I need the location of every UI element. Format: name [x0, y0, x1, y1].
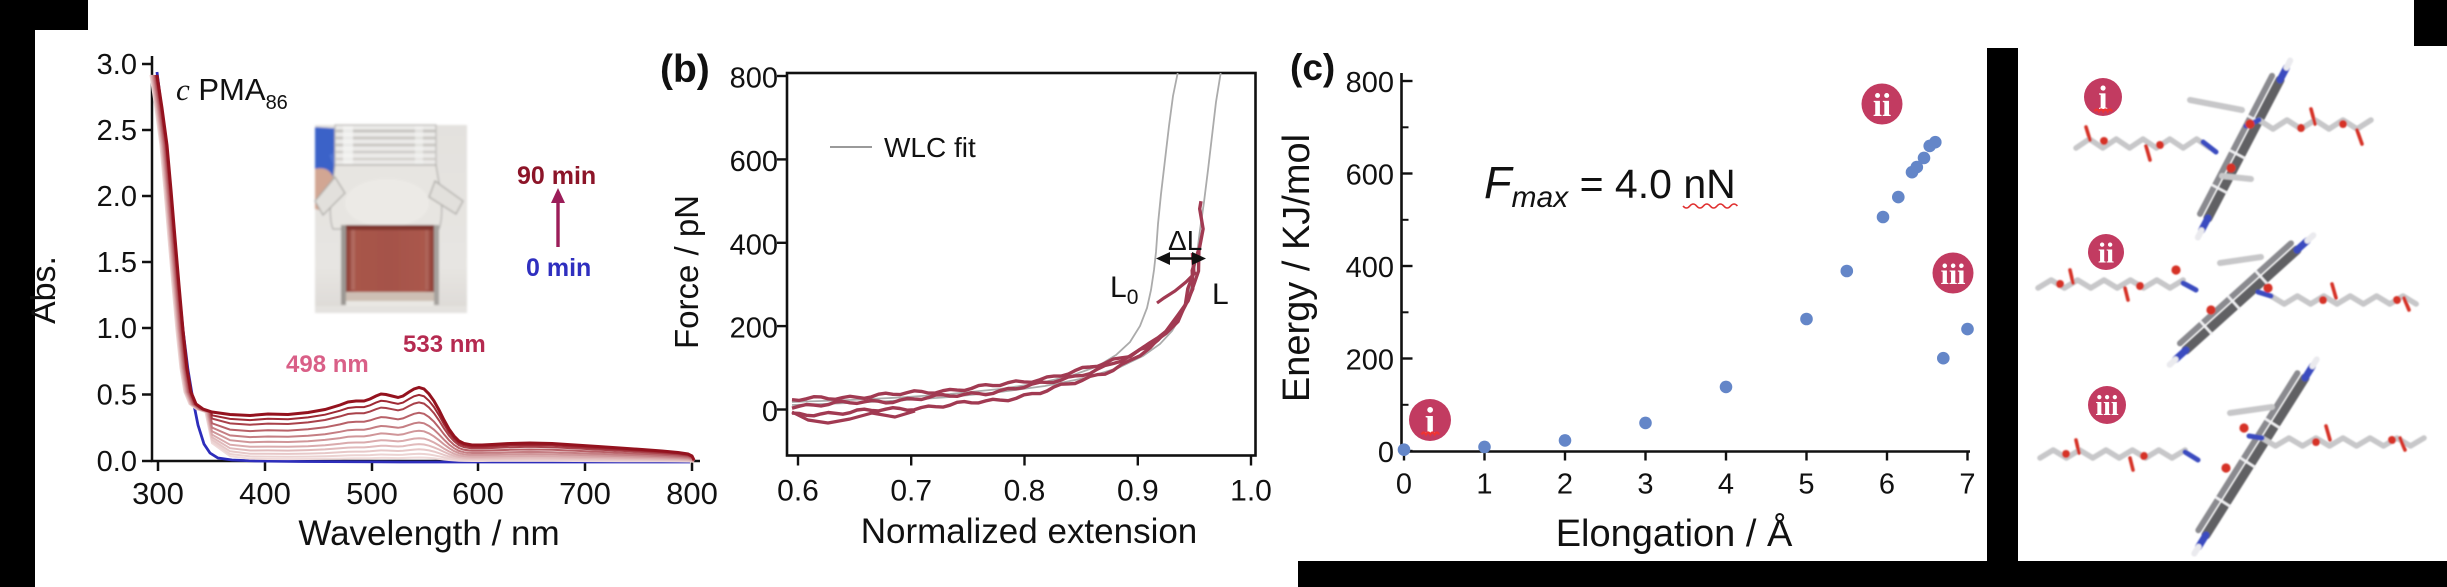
svg-text:1: 1 [1476, 469, 1492, 501]
svg-text:0: 0 [762, 396, 778, 428]
svg-text:800: 800 [666, 476, 718, 511]
svg-text:0.6: 0.6 [777, 475, 819, 508]
svg-text:2: 2 [1557, 469, 1573, 501]
svg-text:Force / pN: Force / pN [668, 195, 705, 349]
svg-text:400: 400 [1346, 252, 1394, 284]
svg-text:0: 0 [1378, 437, 1394, 469]
svg-text:1.0: 1.0 [1230, 475, 1272, 508]
svg-text:0 min: 0 min [526, 254, 591, 282]
svg-text:0.7: 0.7 [890, 475, 932, 508]
svg-text:0.8: 0.8 [1004, 475, 1046, 508]
svg-text:3.0: 3.0 [97, 49, 137, 81]
svg-text:Abs.: Abs. [25, 256, 63, 324]
svg-text:0: 0 [1396, 469, 1412, 501]
svg-text:0.5: 0.5 [97, 380, 137, 412]
svg-text:WLC fit: WLC fit [884, 132, 976, 163]
svg-text:Normalized extension: Normalized extension [861, 512, 1198, 551]
svg-text:400: 400 [239, 476, 291, 511]
svg-text:1.5: 1.5 [97, 247, 137, 279]
svg-text:5: 5 [1798, 469, 1814, 501]
svg-text:600: 600 [730, 146, 778, 178]
svg-text:ΔL: ΔL [1168, 225, 1202, 256]
svg-text:i: i [1425, 401, 1436, 443]
svg-text:0.9: 0.9 [1117, 475, 1159, 508]
svg-text:600: 600 [1346, 160, 1394, 192]
svg-text:6: 6 [1879, 469, 1895, 501]
svg-text:600: 600 [452, 476, 504, 511]
svg-text:700: 700 [559, 476, 611, 511]
svg-text:400: 400 [730, 229, 778, 261]
svg-text:i: i [2098, 80, 2107, 117]
svg-text:300: 300 [132, 476, 184, 511]
svg-text:4: 4 [1718, 469, 1734, 501]
svg-text:800: 800 [1346, 67, 1394, 99]
svg-text:533 nm: 533 nm [403, 331, 486, 358]
svg-text:0.0: 0.0 [97, 446, 137, 478]
svg-text:2.0: 2.0 [97, 181, 137, 213]
svg-text:200: 200 [730, 313, 778, 345]
svg-text:3: 3 [1637, 469, 1653, 501]
svg-text:(b): (b) [660, 48, 710, 91]
svg-text:200: 200 [1346, 345, 1394, 377]
svg-text:L: L [1212, 278, 1229, 311]
svg-text:500: 500 [346, 476, 398, 511]
svg-text:7: 7 [1959, 469, 1975, 501]
svg-text:Energy / KJ/mol: Energy / KJ/mol [1276, 134, 1318, 402]
svg-text:iii: iii [1940, 258, 1965, 291]
svg-text:90 min: 90 min [517, 162, 596, 190]
svg-text:ii: ii [1873, 88, 1891, 124]
svg-text:Elongation / Å: Elongation / Å [1556, 511, 1793, 555]
svg-text:(c): (c) [1290, 47, 1335, 88]
svg-text:800: 800 [730, 63, 778, 95]
svg-text:498 nm: 498 nm [286, 351, 369, 378]
svg-text:Wavelength / nm: Wavelength / nm [298, 514, 559, 553]
svg-text:iii: iii [2095, 391, 2119, 422]
svg-text:1.0: 1.0 [97, 313, 137, 345]
svg-text:2.5: 2.5 [97, 115, 137, 147]
svg-text:ii: ii [2098, 237, 2114, 269]
